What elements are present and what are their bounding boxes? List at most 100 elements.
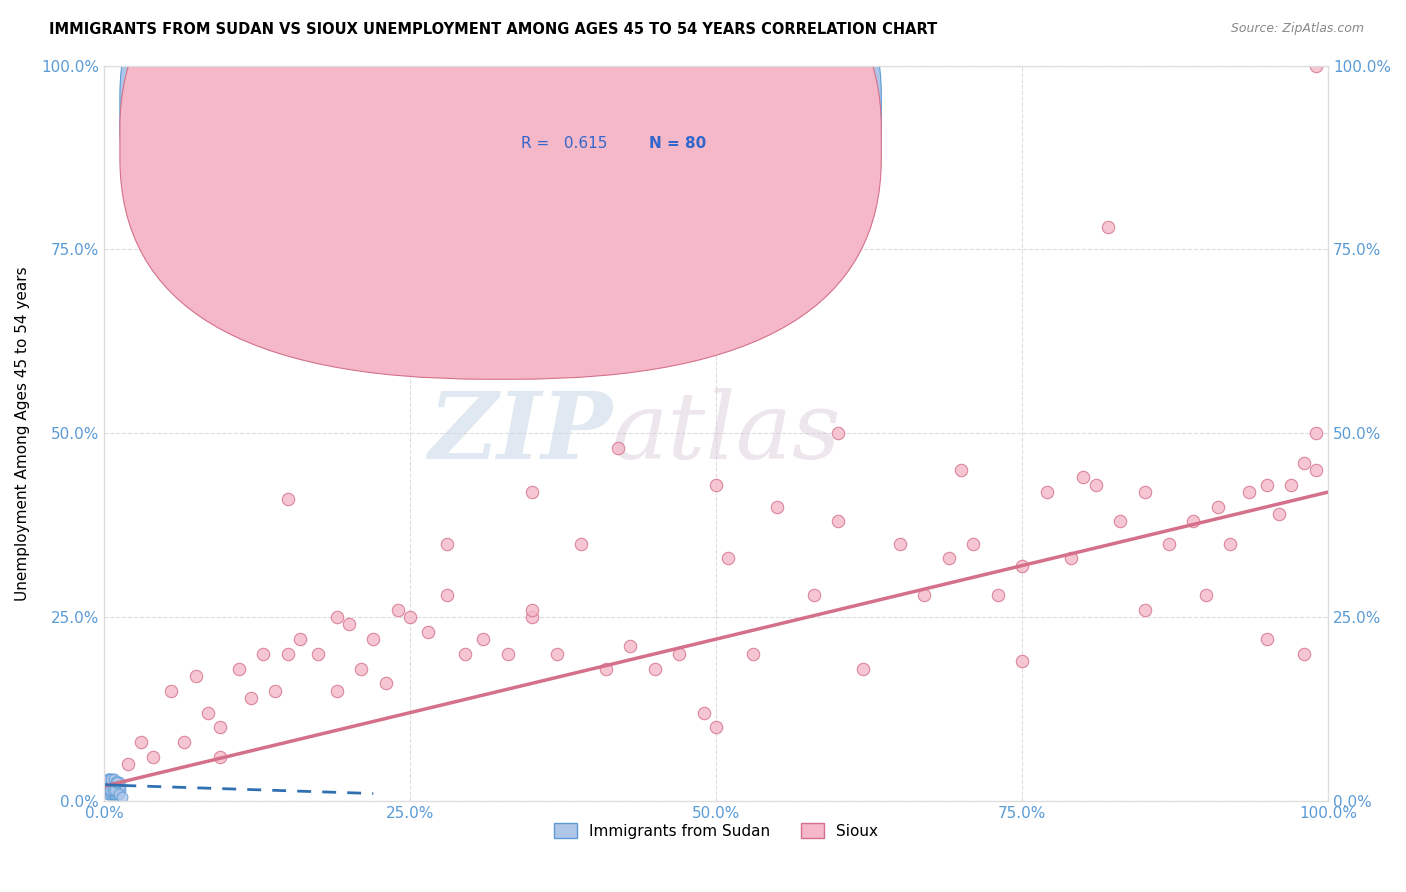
- Point: [1195, 588, 1218, 602]
- Point: [1109, 515, 1132, 529]
- Point: [101, 782, 124, 797]
- Point: [239, 690, 262, 705]
- Point: [325, 610, 347, 624]
- Point: [693, 706, 716, 720]
- Point: [522, 610, 544, 624]
- Point: [101, 787, 124, 801]
- Text: N = 80: N = 80: [648, 136, 706, 151]
- Point: [104, 782, 127, 797]
- Text: atlas: atlas: [612, 388, 842, 478]
- Point: [1292, 456, 1315, 470]
- Point: [107, 787, 129, 801]
- Point: [1084, 477, 1107, 491]
- Point: [108, 779, 131, 793]
- Point: [307, 647, 329, 661]
- Point: [522, 603, 544, 617]
- Point: [1305, 463, 1327, 477]
- Point: [97, 782, 120, 797]
- Point: [1133, 603, 1156, 617]
- Y-axis label: Unemployment Among Ages 45 to 54 years: Unemployment Among Ages 45 to 54 years: [15, 266, 30, 600]
- Point: [98, 775, 121, 789]
- Point: [1133, 485, 1156, 500]
- Point: [209, 749, 232, 764]
- Point: [103, 782, 125, 797]
- Point: [766, 500, 789, 514]
- Point: [325, 683, 347, 698]
- Point: [100, 782, 122, 797]
- Point: [98, 782, 121, 797]
- Point: [100, 779, 122, 793]
- Point: [595, 661, 617, 675]
- Text: N = 43: N = 43: [648, 103, 706, 119]
- Point: [97, 779, 120, 793]
- Point: [1305, 59, 1327, 73]
- Point: [436, 536, 458, 550]
- Text: ZIP: ZIP: [427, 388, 612, 478]
- Point: [436, 588, 458, 602]
- Point: [129, 735, 152, 749]
- Point: [264, 683, 287, 698]
- Point: [1256, 477, 1278, 491]
- Point: [571, 536, 593, 550]
- Point: [827, 426, 849, 441]
- Point: [1292, 647, 1315, 661]
- Point: [949, 463, 972, 477]
- Point: [104, 787, 127, 801]
- Point: [107, 782, 129, 797]
- Point: [1035, 485, 1057, 500]
- Point: [912, 588, 935, 602]
- Point: [1097, 220, 1119, 235]
- Point: [1237, 485, 1260, 500]
- Point: [184, 669, 207, 683]
- Point: [107, 779, 129, 793]
- Point: [97, 787, 120, 801]
- Point: [101, 772, 124, 786]
- Point: [852, 661, 875, 675]
- Point: [361, 632, 384, 647]
- Point: [173, 735, 195, 749]
- Text: R =   0.615: R = 0.615: [522, 136, 607, 151]
- Point: [1268, 507, 1291, 521]
- Text: R = -0.204: R = -0.204: [522, 103, 603, 119]
- Point: [717, 551, 740, 566]
- Point: [277, 647, 299, 661]
- Point: [1011, 654, 1033, 668]
- FancyBboxPatch shape: [471, 84, 747, 169]
- Point: [337, 617, 360, 632]
- Point: [111, 790, 134, 805]
- Point: [105, 782, 128, 797]
- Point: [803, 588, 825, 602]
- Point: [101, 775, 124, 789]
- Point: [472, 632, 495, 647]
- Point: [704, 720, 727, 734]
- Point: [374, 676, 396, 690]
- Point: [387, 603, 409, 617]
- Point: [1206, 500, 1229, 514]
- Point: [104, 775, 127, 789]
- FancyBboxPatch shape: [120, 0, 882, 347]
- Text: IMMIGRANTS FROM SUDAN VS SIOUX UNEMPLOYMENT AMONG AGES 45 TO 54 YEARS CORRELATIO: IMMIGRANTS FROM SUDAN VS SIOUX UNEMPLOYM…: [49, 22, 938, 37]
- Point: [252, 647, 274, 661]
- Point: [619, 640, 641, 654]
- Point: [277, 492, 299, 507]
- Point: [1011, 558, 1033, 573]
- Point: [117, 757, 139, 772]
- Point: [987, 588, 1010, 602]
- Point: [160, 683, 183, 698]
- Point: [889, 536, 911, 550]
- Point: [399, 610, 422, 624]
- Point: [107, 775, 129, 789]
- Point: [1256, 632, 1278, 647]
- Point: [107, 787, 129, 801]
- FancyBboxPatch shape: [120, 0, 882, 379]
- Point: [1071, 470, 1094, 484]
- Point: [103, 779, 125, 793]
- Point: [522, 485, 544, 500]
- Point: [209, 720, 232, 734]
- Point: [1157, 536, 1180, 550]
- Point: [104, 779, 127, 793]
- Text: Source: ZipAtlas.com: Source: ZipAtlas.com: [1230, 22, 1364, 36]
- Point: [142, 749, 165, 764]
- Point: [107, 775, 129, 789]
- Point: [668, 647, 690, 661]
